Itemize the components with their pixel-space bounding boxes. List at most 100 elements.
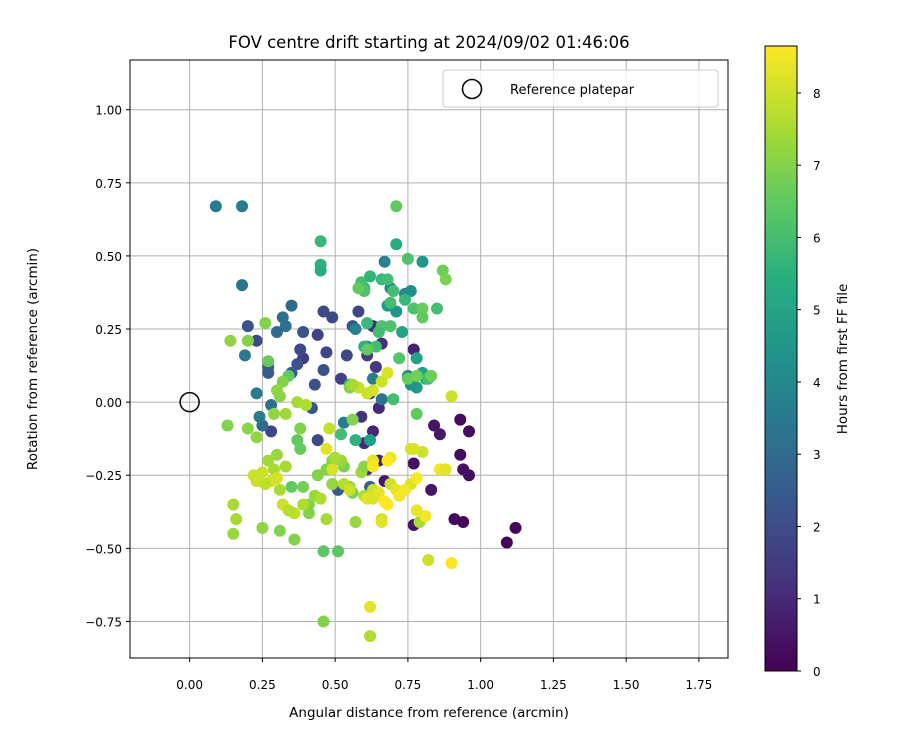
data-point bbox=[326, 311, 339, 324]
data-point bbox=[317, 615, 330, 628]
data-point bbox=[439, 463, 452, 476]
data-point bbox=[340, 349, 353, 362]
y-grid bbox=[130, 109, 728, 622]
data-point bbox=[398, 483, 411, 496]
data-point bbox=[320, 513, 333, 526]
data-point bbox=[282, 504, 295, 517]
data-point bbox=[326, 478, 339, 491]
data-point bbox=[332, 545, 345, 558]
data-point bbox=[323, 422, 336, 435]
data-point bbox=[372, 325, 385, 338]
y-tick-label: −0.50 bbox=[85, 542, 122, 556]
data-points bbox=[209, 200, 522, 643]
colorbar-tick-label: 1 bbox=[813, 593, 821, 607]
y-tick-label: 1.00 bbox=[95, 104, 122, 118]
data-point bbox=[396, 325, 409, 338]
data-point bbox=[276, 311, 289, 324]
data-point bbox=[445, 390, 458, 403]
data-point bbox=[390, 200, 403, 213]
data-point bbox=[311, 434, 324, 447]
data-point bbox=[343, 483, 356, 496]
data-point bbox=[297, 480, 310, 493]
colorbar-tick-label: 4 bbox=[813, 376, 821, 390]
data-point bbox=[375, 516, 388, 529]
data-point bbox=[224, 334, 237, 347]
colorbar-tick-label: 8 bbox=[813, 87, 821, 101]
data-point bbox=[270, 325, 283, 338]
y-tick-label: −0.75 bbox=[85, 615, 122, 629]
data-point bbox=[346, 413, 359, 426]
data-point bbox=[401, 252, 414, 265]
data-point bbox=[297, 498, 310, 511]
data-point bbox=[390, 238, 403, 251]
data-point bbox=[314, 492, 327, 505]
data-point bbox=[416, 255, 429, 268]
data-point bbox=[454, 413, 467, 426]
x-tick-label: 0.25 bbox=[249, 678, 276, 692]
y-tick-label: 0.25 bbox=[95, 323, 122, 337]
data-point bbox=[241, 334, 254, 347]
y-axis-label: Rotation from reference (arcmin) bbox=[25, 248, 41, 470]
data-point bbox=[265, 425, 278, 438]
data-point bbox=[372, 486, 385, 499]
data-point bbox=[230, 513, 243, 526]
data-point bbox=[454, 448, 467, 461]
data-point bbox=[262, 366, 275, 379]
reference-platepar-marker bbox=[179, 391, 200, 413]
data-point bbox=[285, 480, 298, 493]
data-point bbox=[209, 200, 222, 213]
plot-area bbox=[129, 59, 729, 659]
data-point bbox=[381, 498, 394, 511]
data-point bbox=[273, 483, 286, 496]
colorbar-tick-label: 0 bbox=[813, 665, 821, 679]
y-tick-label: −0.25 bbox=[85, 469, 122, 483]
data-point bbox=[445, 556, 458, 569]
data-point bbox=[387, 393, 400, 406]
data-point bbox=[221, 419, 234, 432]
data-point bbox=[250, 334, 263, 347]
data-point bbox=[329, 451, 342, 464]
colorbar: 0 1 2 3 4 5 6 7 8 Hours from first FF file bbox=[764, 45, 851, 679]
data-point bbox=[410, 472, 423, 485]
data-point bbox=[270, 448, 283, 461]
data-point bbox=[410, 407, 423, 420]
chart-title: FOV centre drift starting at 2024/09/02 … bbox=[228, 33, 629, 52]
data-point bbox=[253, 410, 266, 423]
data-point bbox=[288, 533, 301, 546]
legend: Reference platepar bbox=[442, 69, 719, 108]
data-point bbox=[311, 469, 324, 482]
data-point bbox=[236, 200, 249, 213]
data-point bbox=[407, 457, 420, 470]
data-point bbox=[311, 328, 324, 341]
data-point bbox=[346, 378, 359, 391]
data-point bbox=[285, 299, 298, 312]
x-ticks: 0.00 0.25 0.50 0.75 1.00 1.25 1.50 1.75 bbox=[176, 658, 712, 692]
data-point bbox=[422, 554, 435, 567]
data-point bbox=[250, 387, 263, 400]
data-point bbox=[294, 422, 307, 435]
data-point bbox=[439, 273, 452, 286]
data-point bbox=[364, 600, 377, 613]
colorbar-tick-label: 2 bbox=[813, 520, 821, 534]
data-point bbox=[241, 320, 254, 333]
data-point bbox=[352, 282, 365, 295]
data-point bbox=[334, 372, 347, 385]
data-point bbox=[500, 536, 513, 549]
x-tick-label: 0.50 bbox=[322, 678, 349, 692]
data-point bbox=[320, 442, 333, 455]
data-point bbox=[227, 527, 240, 540]
x-grid bbox=[189, 60, 700, 658]
colorbar-tick-label: 7 bbox=[813, 159, 821, 173]
data-point bbox=[276, 375, 289, 388]
data-point bbox=[238, 349, 251, 362]
data-point bbox=[314, 264, 327, 277]
data-point bbox=[297, 325, 310, 338]
data-point bbox=[349, 323, 362, 336]
data-point bbox=[410, 381, 423, 394]
data-point bbox=[349, 516, 362, 529]
data-point bbox=[317, 305, 330, 318]
data-point bbox=[381, 273, 394, 286]
data-point bbox=[279, 407, 292, 420]
data-point bbox=[398, 293, 411, 306]
